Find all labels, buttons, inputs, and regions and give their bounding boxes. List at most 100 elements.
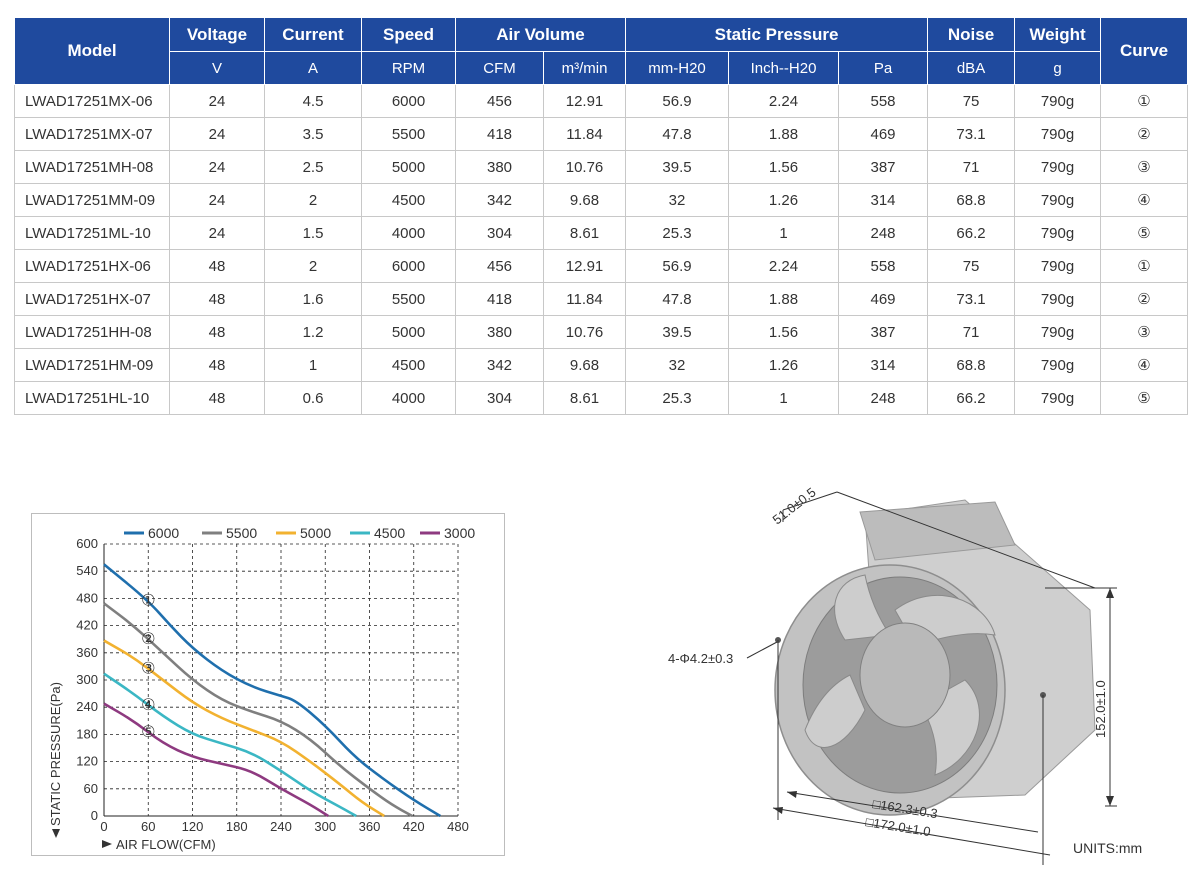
y-tick-label: 300 bbox=[76, 672, 98, 687]
table-cell: 248 bbox=[838, 216, 929, 250]
table-cell: 1 bbox=[728, 216, 840, 250]
table-cell: 0.6 bbox=[264, 381, 362, 415]
x-tick-label: 60 bbox=[141, 819, 155, 834]
unit-a: A bbox=[264, 51, 362, 85]
depth-dimension: 51.0±0.5 bbox=[770, 484, 819, 527]
table-cell: ① bbox=[1100, 84, 1189, 118]
table-cell: ② bbox=[1100, 117, 1189, 151]
model-cell: LWAD17251HL-10 bbox=[14, 381, 170, 415]
table-cell: 73.1 bbox=[927, 117, 1016, 151]
table-cell: 25.3 bbox=[625, 381, 730, 415]
table-cell: ③ bbox=[1100, 315, 1189, 349]
table-cell: 380 bbox=[455, 315, 544, 349]
table-cell: 47.8 bbox=[625, 117, 730, 151]
x-axis-arrow-icon bbox=[102, 840, 112, 848]
unit-dba: dBA bbox=[927, 51, 1016, 85]
table-cell: 75 bbox=[927, 249, 1016, 283]
table-cell: 558 bbox=[838, 249, 929, 283]
table-cell: 48 bbox=[169, 282, 265, 316]
table-cell: 1.88 bbox=[728, 117, 840, 151]
table-cell: 48 bbox=[169, 249, 265, 283]
table-cell: 11.84 bbox=[542, 117, 627, 151]
x-tick-label: 120 bbox=[182, 819, 204, 834]
spec-table-body: LWAD17251MX-06 24 4.5 6000 456 12.91 56.9 2.24 5… bbox=[14, 84, 1189, 415]
table-cell: ③ bbox=[1100, 150, 1189, 184]
legend-label: 6000 bbox=[148, 525, 179, 541]
table-cell: ② bbox=[1100, 282, 1189, 316]
table-cell: 790g bbox=[1014, 84, 1102, 118]
x-tick-label: 300 bbox=[314, 819, 336, 834]
table-cell: 790g bbox=[1014, 183, 1102, 217]
table-cell: 4500 bbox=[361, 183, 456, 217]
table-cell: 25.3 bbox=[625, 216, 730, 250]
table-cell: 11.84 bbox=[542, 282, 627, 316]
height-dimension: 152.0±1.0 bbox=[1093, 680, 1108, 738]
table-cell: ⑤ bbox=[1100, 216, 1189, 250]
table-cell: ⑤ bbox=[1100, 381, 1189, 415]
curve-marker: ② bbox=[141, 629, 155, 648]
table-cell: 8.61 bbox=[542, 216, 627, 250]
table-cell: 304 bbox=[455, 216, 544, 250]
table-cell: ① bbox=[1100, 249, 1189, 283]
table-cell: 9.68 bbox=[542, 348, 627, 382]
table-cell: 2.5 bbox=[264, 150, 362, 184]
series-line-5500 bbox=[103, 602, 414, 818]
table-row: LWAD17251HM-09 48 1 4500 342 9.68 32 1.26 314 68.… bbox=[14, 348, 1189, 382]
model-cell: LWAD17251MX-07 bbox=[14, 117, 170, 151]
unit-g: g bbox=[1014, 51, 1102, 85]
table-cell: ④ bbox=[1100, 183, 1189, 217]
model-cell: LWAD17251HX-07 bbox=[14, 282, 170, 316]
x-tick-label: 240 bbox=[270, 819, 292, 834]
table-cell: 39.5 bbox=[625, 315, 730, 349]
table-cell: 790g bbox=[1014, 150, 1102, 184]
curve-marker: ⑤ bbox=[141, 722, 155, 741]
legend-label: 3000 bbox=[444, 525, 475, 541]
table-row: LWAD17251HX-07 48 1.6 5500 418 11.84 47.8 1.88 4… bbox=[14, 282, 1189, 316]
table-cell: 387 bbox=[838, 315, 929, 349]
table-cell: 66.2 bbox=[927, 381, 1016, 415]
header-model: Model bbox=[14, 17, 170, 85]
model-cell: LWAD17251MM-09 bbox=[14, 183, 170, 217]
table-row: LWAD17251MM-09 24 2 4500 342 9.68 32 1.26 314 68.… bbox=[14, 183, 1189, 217]
table-cell: 790g bbox=[1014, 249, 1102, 283]
table-cell: 1.26 bbox=[728, 348, 840, 382]
table-row: LWAD17251MX-06 24 4.5 6000 456 12.91 56.9 2.24 5… bbox=[14, 84, 1189, 118]
table-row: LWAD17251MH-08 24 2.5 5000 380 10.76 39.5 1.56 3… bbox=[14, 150, 1189, 184]
x-tick-label: 0 bbox=[100, 819, 107, 834]
table-cell: 48 bbox=[169, 348, 265, 382]
x-axis-label: AIR FLOW(CFM) bbox=[116, 837, 216, 852]
table-cell: 790g bbox=[1014, 381, 1102, 415]
table-cell: 5000 bbox=[361, 150, 456, 184]
table-cell: 12.91 bbox=[542, 249, 627, 283]
table-cell: 56.9 bbox=[625, 84, 730, 118]
unit-m3min: m³/min bbox=[542, 51, 627, 85]
table-cell: 66.2 bbox=[927, 216, 1016, 250]
x-tick-label: 180 bbox=[226, 819, 248, 834]
table-cell: 790g bbox=[1014, 216, 1102, 250]
table-cell: 387 bbox=[838, 150, 929, 184]
series-line-4500 bbox=[103, 672, 357, 818]
table-cell: 12.91 bbox=[542, 84, 627, 118]
header-air-volume: Air Volume bbox=[454, 17, 627, 52]
table-cell: 4.5 bbox=[264, 84, 362, 118]
table-cell: 1.56 bbox=[728, 315, 840, 349]
table-cell: 5500 bbox=[361, 117, 456, 151]
table-cell: 56.9 bbox=[625, 249, 730, 283]
table-cell: 314 bbox=[838, 183, 929, 217]
header-voltage: Voltage bbox=[169, 17, 265, 52]
model-cell: LWAD17251ML-10 bbox=[14, 216, 170, 250]
table-cell: 8.61 bbox=[542, 381, 627, 415]
table-cell: 48 bbox=[169, 381, 265, 415]
table-cell: 39.5 bbox=[625, 150, 730, 184]
model-cell: LWAD17251HX-06 bbox=[14, 249, 170, 283]
table-cell: ④ bbox=[1100, 348, 1189, 382]
table-cell: 47.8 bbox=[625, 282, 730, 316]
table-cell: 558 bbox=[838, 84, 929, 118]
table-cell: 10.76 bbox=[542, 150, 627, 184]
table-cell: 1.6 bbox=[264, 282, 362, 316]
unit-rpm: RPM bbox=[361, 51, 456, 85]
table-row: LWAD17251HH-08 48 1.2 5000 380 10.76 39.5 1.56 3… bbox=[14, 315, 1189, 349]
header-static-pressure: Static Pressure bbox=[625, 17, 929, 52]
table-cell: 790g bbox=[1014, 282, 1102, 316]
